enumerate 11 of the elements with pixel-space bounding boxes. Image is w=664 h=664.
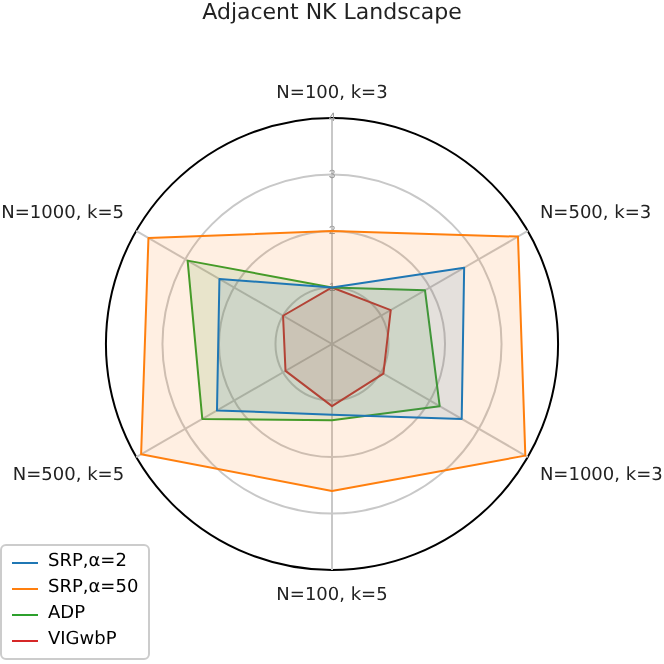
- spoke-label: N=1000, k=3: [539, 465, 663, 486]
- chart-title: Adjacent NK Landscape: [202, 0, 463, 25]
- spoke-label: N=1000, k=5: [1, 203, 125, 224]
- legend-label: VIGwbP: [48, 628, 117, 654]
- spoke-label: N=100, k=3: [276, 83, 388, 104]
- legend-label: SRP,α=2: [48, 550, 127, 576]
- legend-label: ADP: [48, 602, 86, 628]
- spoke-label: N=100, k=5: [276, 585, 388, 606]
- legend-label: SRP,α=50: [48, 576, 139, 602]
- spoke-label: N=500, k=5: [12, 465, 125, 486]
- spoke-label: N=500, k=3: [539, 203, 652, 224]
